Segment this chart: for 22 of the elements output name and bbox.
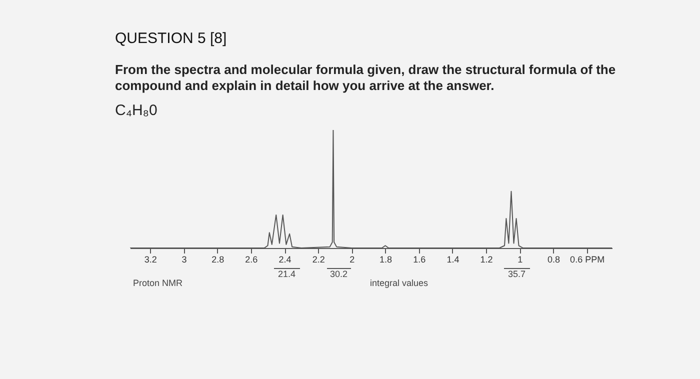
text: 21.4 bbox=[274, 268, 300, 279]
x-tick-label: 2.2 bbox=[312, 254, 325, 264]
x-tick-label: 1.2 bbox=[480, 254, 493, 264]
text: 35.7 bbox=[504, 268, 530, 279]
x-tick-label: 1.6 bbox=[413, 254, 426, 264]
x-tick-label: 3 bbox=[182, 254, 187, 264]
x-tick-label: 2.4 bbox=[278, 254, 292, 264]
text: C₄H₈0 bbox=[115, 102, 158, 119]
chart-subtitle: From the spectra and molecular formula given, draw the structural formula of the compound and explain in detail how you arrive at the answer. bbox=[115, 62, 617, 94]
x-tick-label: 0.8 bbox=[547, 254, 560, 264]
text: 30.2 bbox=[327, 268, 351, 279]
x-tick-label: 1.4 bbox=[446, 254, 460, 264]
x-tick-label: 1 bbox=[518, 254, 523, 264]
x-tick-label: 0.6 PPM bbox=[570, 254, 605, 264]
text: integral values bbox=[370, 278, 428, 288]
x-tick-label: 2.8 bbox=[212, 254, 224, 264]
x-tick-label: 2 bbox=[350, 254, 355, 264]
x-tick-label: 3.2 bbox=[144, 254, 157, 264]
text: Proton NMR bbox=[133, 278, 183, 288]
chart-title: QUESTION 5 [8] bbox=[115, 30, 227, 47]
x-tick-label: 1.8 bbox=[380, 254, 392, 264]
x-tick-label: 2.6 bbox=[245, 254, 258, 264]
